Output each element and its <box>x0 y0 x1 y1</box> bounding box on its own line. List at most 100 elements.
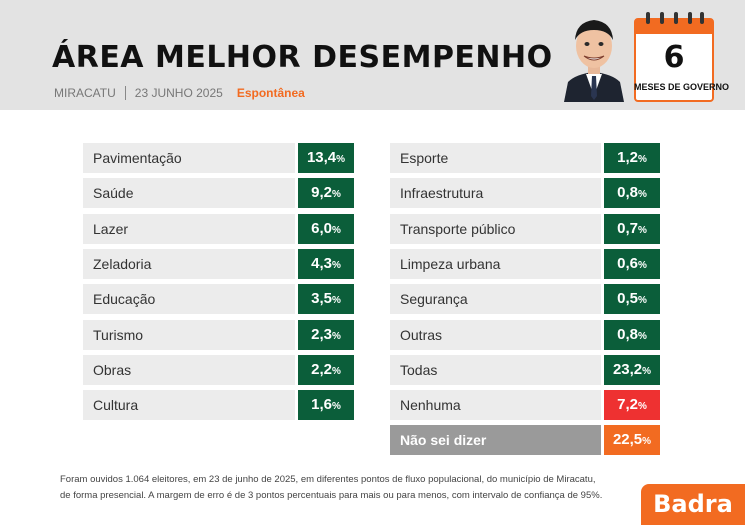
percent-sign: % <box>331 225 341 236</box>
table-row: Infraestrutura 0,8% <box>390 178 660 208</box>
category-cell: Não sei dizer <box>390 425 601 455</box>
value-number: 0,8 <box>617 184 638 201</box>
category-cell: Saúde <box>83 178 295 208</box>
table-row: Outras 0,8% <box>390 320 660 350</box>
category-label: Esporte <box>400 150 449 166</box>
value-number: 9,2 <box>311 184 332 201</box>
percent-sign: % <box>637 401 647 412</box>
percent-sign: % <box>637 295 647 306</box>
table-row: Transporte público 0,7% <box>390 214 660 244</box>
category-cell: Pavimentação <box>83 143 295 173</box>
city-label: MIRACATU <box>54 86 116 100</box>
percent-sign: % <box>642 436 652 447</box>
value-number: 2,2 <box>311 361 332 378</box>
value-number: 23,2 <box>612 361 643 378</box>
brand-logo: Badra <box>641 484 745 525</box>
value-label: 23,2% <box>604 355 660 385</box>
value-label: 0,7% <box>604 214 660 244</box>
calendar-ring-icon <box>660 12 664 24</box>
category-cell: Zeladoria <box>83 249 295 279</box>
table-row: Cultura 1,6% <box>83 390 354 420</box>
percent-sign: % <box>637 260 647 271</box>
mayor-portrait-icon <box>564 20 624 102</box>
category-cell: Transporte público <box>390 214 601 244</box>
calendar-top-bar <box>636 20 712 34</box>
category-cell: Esporte <box>390 143 601 173</box>
methodology-footnote: Foram ouvidos 1.064 eleitores, em 23 de … <box>60 472 620 504</box>
category-label: Turismo <box>93 327 144 343</box>
category-label: Outras <box>400 327 443 343</box>
table-row: Zeladoria 4,3% <box>83 249 354 279</box>
category-cell: Lazer <box>83 214 295 244</box>
value-label: 7,2% <box>604 390 660 420</box>
value-label: 3,5% <box>298 284 354 314</box>
category-label: Infraestrutura <box>400 185 484 201</box>
table-row: Limpeza urbana 0,6% <box>390 249 660 279</box>
table-row: Segurança 0,5% <box>390 284 660 314</box>
category-cell: Cultura <box>83 390 295 420</box>
percent-sign: % <box>331 260 341 271</box>
footnote-line: de forma presencial. A margem de erro é … <box>60 490 603 501</box>
value-number: 22,5 <box>612 431 643 448</box>
category-label: Segurança <box>400 291 468 307</box>
category-label: Pavimentação <box>93 150 182 166</box>
date-label: 23 JUNHO 2025 <box>134 86 223 100</box>
category-cell: Outras <box>390 320 601 350</box>
value-number: 0,7 <box>617 220 638 237</box>
value-label: 22,5% <box>604 425 660 455</box>
value-number: 0,8 <box>617 326 638 343</box>
category-label: Saúde <box>93 185 134 201</box>
percent-sign: % <box>637 225 647 236</box>
table-row: Pavimentação 13,4% <box>83 143 354 173</box>
footnote-line: Foram ouvidos 1.064 eleitores, em 23 de … <box>60 474 596 485</box>
calendar-ring-icon <box>700 12 704 24</box>
value-number: 4,3 <box>311 255 332 272</box>
category-label: Lazer <box>93 221 129 237</box>
category-cell: Nenhuma <box>390 390 601 420</box>
table-row: Saúde 9,2% <box>83 178 354 208</box>
category-cell: Obras <box>83 355 295 385</box>
value-label: 0,8% <box>604 178 660 208</box>
category-cell: Educação <box>83 284 295 314</box>
value-label: 2,3% <box>298 320 354 350</box>
calendar-label: MESES DE GOVERNO <box>634 82 730 92</box>
category-label: Cultura <box>93 397 139 413</box>
category-label: Educação <box>93 291 156 307</box>
category-label: Todas <box>400 362 438 378</box>
value-label: 1,2% <box>604 143 660 173</box>
subtitle-line: MIRACATU 23 JUNHO 2025 Espontânea <box>54 86 305 100</box>
category-label: Zeladoria <box>93 256 152 272</box>
calendar-ring-icon <box>688 12 692 24</box>
calendar-number: 6 <box>663 40 685 75</box>
table-row: Educação 3,5% <box>83 284 354 314</box>
percent-sign: % <box>637 331 647 342</box>
calendar-ring-icon <box>674 12 678 24</box>
percent-sign: % <box>331 331 341 342</box>
value-number: 0,6 <box>617 255 638 272</box>
table-row: Lazer 6,0% <box>83 214 354 244</box>
category-cell: Infraestrutura <box>390 178 601 208</box>
calendar-ring-icon <box>646 12 650 24</box>
category-cell: Todas <box>390 355 601 385</box>
value-number: 2,3 <box>311 326 332 343</box>
value-label: 13,4% <box>298 143 354 173</box>
value-number: 1,2 <box>617 149 638 166</box>
category-label: Não sei dizer <box>400 432 487 448</box>
table-row: Não sei dizer 22,5% <box>390 425 660 455</box>
value-number: 0,5 <box>617 290 638 307</box>
category-label: Transporte público <box>400 221 516 237</box>
table-row: Todas 23,2% <box>390 355 660 385</box>
value-number: 1,6 <box>311 396 332 413</box>
percent-sign: % <box>642 366 652 377</box>
category-label: Limpeza urbana <box>400 256 501 272</box>
category-cell: Segurança <box>390 284 601 314</box>
percent-sign: % <box>331 366 341 377</box>
table-row: Esporte 1,2% <box>390 143 660 173</box>
percent-sign: % <box>331 295 341 306</box>
value-label: 0,6% <box>604 249 660 279</box>
table-row: Nenhuma 7,2% <box>390 390 660 420</box>
value-label: 0,8% <box>604 320 660 350</box>
percent-sign: % <box>331 401 341 412</box>
calendar-badge: 6 MESES DE GOVERNO <box>634 12 730 102</box>
value-label: 2,2% <box>298 355 354 385</box>
